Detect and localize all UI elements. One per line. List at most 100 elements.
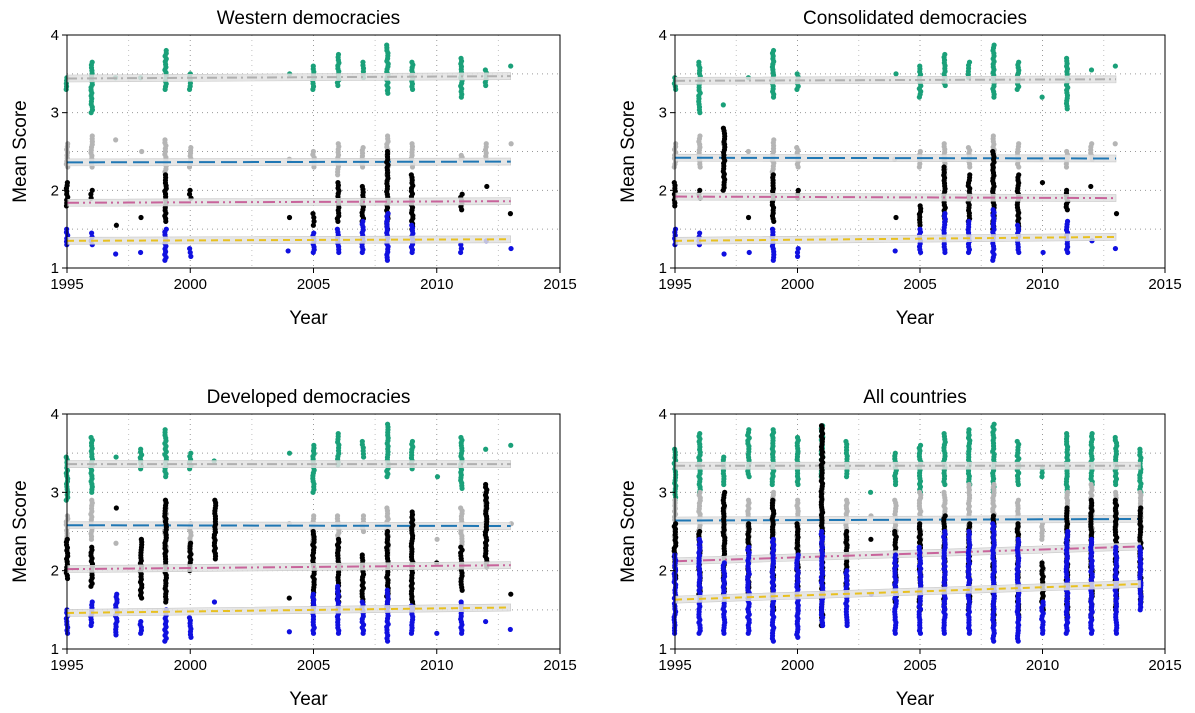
data-point: [188, 145, 194, 151]
data-point: [916, 544, 922, 550]
data-point: [1015, 497, 1022, 503]
x-tick-label: 2010: [1026, 657, 1059, 674]
fit-line: [66, 200, 511, 204]
x-tick-label: 2010: [1026, 276, 1059, 293]
data-point: [335, 583, 341, 589]
x-tick-label: 2015: [1148, 657, 1181, 674]
data-point: [384, 421, 391, 427]
data-point: [334, 513, 341, 519]
data-point: [1112, 63, 1118, 69]
data-point: [990, 133, 996, 139]
data-point: [113, 137, 119, 143]
data-point: [893, 552, 899, 558]
data-point: [966, 528, 972, 535]
fit-line: [674, 545, 1141, 563]
data-point: [384, 42, 390, 48]
data-point: [138, 214, 144, 221]
y-tick-label: 4: [659, 27, 667, 44]
data-point: [311, 214, 317, 221]
data-point: [507, 211, 514, 217]
data-point: [507, 626, 513, 633]
data-point: [89, 59, 95, 65]
data-point: [1112, 497, 1118, 503]
data-point: [818, 423, 825, 429]
x-tick-label: 2010: [420, 657, 453, 674]
data-point: [384, 505, 390, 511]
data-point: [409, 222, 415, 228]
data-point: [1088, 183, 1094, 190]
data-point: [720, 102, 726, 108]
data-point: [113, 222, 119, 228]
y-tick-label: 4: [51, 27, 59, 44]
data-point: [1064, 55, 1070, 61]
data-point: [360, 513, 367, 519]
data-point: [1088, 481, 1094, 488]
x-axis-label: Year: [896, 308, 935, 329]
data-point: [990, 521, 996, 527]
x-tick-label: 1995: [50, 276, 83, 293]
data-point: [211, 599, 218, 605]
data-point: [162, 172, 169, 178]
data-point: [335, 51, 342, 58]
data-point: [967, 521, 973, 527]
data-point: [409, 438, 416, 445]
data-point: [965, 145, 972, 151]
y-axis-label: Mean Score: [618, 100, 639, 202]
data-point: [335, 179, 341, 186]
data-point: [917, 63, 923, 69]
data-point: [1137, 446, 1143, 452]
data-point: [188, 253, 194, 259]
panel-title: Consolidated democracies: [803, 8, 1027, 29]
data-point: [359, 438, 365, 445]
fit-line: [66, 564, 511, 571]
panel-2: 1995 2000 2005 2010 2015 1 2 3 4 Consolidated dem…: [618, 8, 1182, 329]
data-point: [434, 630, 440, 636]
data-point: [1064, 187, 1070, 193]
data-point: [844, 528, 850, 535]
data-point: [1112, 245, 1119, 252]
y-tick-label: 2: [51, 182, 59, 199]
data-point: [795, 552, 801, 558]
data-point: [672, 226, 679, 232]
data-point: [794, 521, 800, 527]
x-tick-label: 2015: [1148, 276, 1181, 293]
data-point: [483, 446, 489, 452]
data-point: [408, 172, 414, 178]
data-point: [458, 505, 464, 511]
data-point: [409, 59, 415, 65]
data-point: [114, 591, 120, 597]
data-point: [794, 434, 801, 441]
data-point: [508, 63, 514, 69]
y-tick-label: 3: [659, 484, 667, 501]
data-point: [746, 249, 752, 256]
data-point: [941, 164, 947, 170]
data-point: [1015, 536, 1021, 542]
data-point: [1064, 218, 1071, 224]
data-point: [310, 528, 316, 535]
panel-title: All countries: [863, 387, 967, 408]
data-point: [113, 540, 119, 546]
data-point: [1014, 438, 1020, 445]
fit-line: [674, 517, 1141, 522]
data-point: [1039, 94, 1045, 100]
data-point: [138, 618, 144, 625]
data-point: [794, 253, 801, 259]
data-point: [917, 148, 923, 155]
x-tick-label: 2005: [903, 657, 936, 674]
data-point: [162, 137, 168, 143]
data-point: [459, 191, 465, 197]
data-point: [697, 528, 703, 535]
y-tick-label: 3: [51, 484, 59, 501]
data-point: [916, 489, 923, 495]
data-point: [991, 421, 997, 427]
y-tick-label: 2: [659, 182, 667, 199]
data-point: [1016, 141, 1022, 147]
data-point: [458, 245, 464, 252]
data-point: [966, 481, 972, 488]
data-point: [285, 248, 291, 254]
x-tick-label: 2005: [903, 276, 936, 293]
data-point: [1016, 59, 1022, 65]
y-tick-label: 4: [659, 406, 667, 423]
data-point: [482, 67, 488, 73]
